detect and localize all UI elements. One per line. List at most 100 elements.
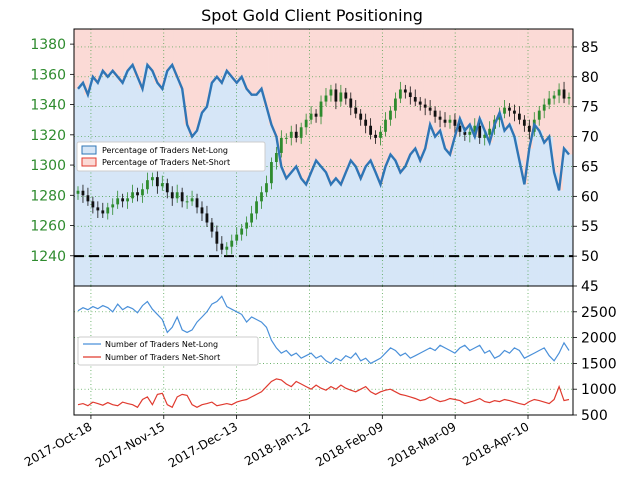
legend-net-short-label: Percentage of Traders Net-Short (102, 158, 230, 167)
net-long-bar (103, 76, 110, 286)
net-short-bar (288, 29, 294, 173)
net-long-bar (238, 76, 244, 286)
net-short-bar (258, 29, 264, 89)
candle-body (448, 119, 452, 123)
candle-body (289, 131, 293, 138)
net-long-bar (508, 124, 514, 287)
net-short-bar (133, 29, 140, 77)
net-short-bar (418, 29, 424, 161)
candle-body (155, 177, 159, 187)
net-short-bar (488, 29, 494, 143)
net-long-bar (478, 118, 484, 287)
candle-body (443, 119, 447, 123)
pct-tick-label: 55 (581, 219, 599, 235)
candle-body (562, 89, 566, 99)
net-long-bar (273, 136, 279, 286)
candle-body (468, 131, 472, 135)
net-short-bar (388, 29, 394, 155)
net-short-bar (303, 29, 309, 185)
candle-body (265, 183, 268, 193)
candle-body (478, 125, 482, 138)
net-short-bar (503, 29, 509, 131)
candle-body (309, 113, 313, 120)
net-short-bar (408, 29, 414, 155)
net-long-bar (553, 172, 559, 286)
net-short-bar (268, 29, 274, 125)
candle-body (170, 192, 174, 199)
legend-net-long-label: Percentage of Traders Net-Long (102, 146, 228, 155)
price-tick-label: 1240 (30, 249, 66, 265)
candle-body (364, 119, 368, 126)
net-short-bar (218, 29, 224, 83)
candle-body (354, 107, 358, 114)
net-short-bar (568, 29, 574, 155)
net-short-bar (383, 29, 389, 167)
price-tick-label: 1260 (30, 219, 66, 235)
traders-axis: 500 1000 1500 2000 2500 (573, 305, 617, 424)
net-short-bar (403, 29, 409, 167)
net-short-bar (88, 29, 95, 77)
candle-body (165, 183, 169, 193)
candle-body (433, 110, 437, 117)
candle-body (294, 131, 298, 138)
net-long-bar (228, 76, 234, 286)
net-long-bar (533, 124, 539, 287)
net-short-bar (443, 29, 449, 149)
net-short-bar (473, 29, 479, 137)
net-short-bar (103, 29, 110, 77)
net-long-bar (208, 82, 215, 286)
traders-tick-label: 1000 (581, 382, 617, 398)
candle-body (205, 213, 209, 223)
net-short-bar (298, 29, 304, 179)
candle-body (557, 89, 561, 96)
pct-tick-label: 85 (581, 40, 599, 56)
candle-body (463, 131, 467, 135)
net-long-bar (83, 94, 90, 286)
net-short-bar (74, 29, 80, 89)
date-tick-label: 2017-Oct-18 (22, 419, 94, 469)
traders-net-short-line (77, 378, 570, 409)
net-short-bar (423, 29, 429, 149)
net-long-bar (433, 136, 439, 286)
candle-body (384, 119, 387, 132)
net-long-bar (178, 88, 185, 286)
candle-body (121, 198, 125, 202)
candle-body (408, 92, 412, 98)
net-short-bar (433, 29, 439, 137)
net-long-bar (338, 184, 344, 286)
net-short-bar (193, 29, 200, 131)
candle-body (245, 222, 249, 229)
net-long-bar (98, 70, 105, 286)
net-long-bar (468, 124, 474, 287)
net-long-bar (158, 88, 165, 286)
candle-body (418, 101, 422, 105)
net-long-bar (428, 124, 434, 287)
candle-body (274, 152, 278, 163)
candle-body (344, 92, 348, 99)
date-tick-label: 2017-Dec-13 (166, 419, 240, 470)
net-long-bar (388, 154, 394, 286)
legend-net-short-swatch (81, 157, 97, 167)
candle-body (86, 195, 90, 202)
net-short-bar (543, 29, 549, 143)
candle-body (413, 97, 417, 102)
net-long-bar (173, 76, 180, 286)
net-short-bar (208, 29, 215, 83)
net-long-bar (188, 136, 195, 286)
net-long-percentage-line (77, 62, 570, 191)
net-short-bar (363, 29, 369, 167)
candle-body (270, 162, 273, 184)
net-short-bar (123, 29, 130, 71)
net-short-bar (168, 29, 175, 65)
net-short-bar (498, 29, 504, 113)
net-long-bar (413, 148, 419, 286)
net-long-bar (298, 178, 304, 286)
candle-body (235, 234, 239, 241)
net-long-bar (538, 130, 544, 286)
candle-body (552, 95, 556, 99)
candle-body (359, 113, 363, 120)
candle-body (522, 119, 526, 126)
pct-tick-label: 65 (581, 159, 599, 175)
net-long-bar (393, 160, 399, 286)
candle-body (255, 201, 258, 214)
